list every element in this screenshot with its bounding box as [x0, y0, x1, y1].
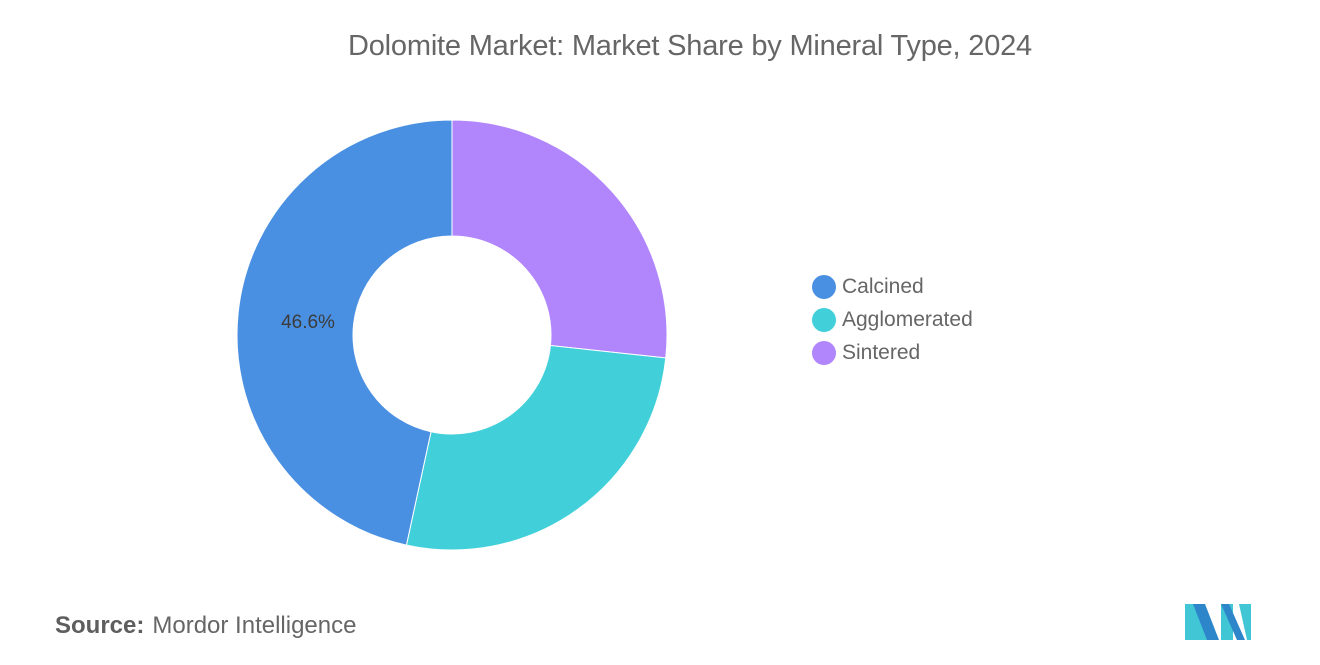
donut-slice-sintered[interactable] — [451, 119, 668, 359]
legend-item-calcined[interactable]: Calcined — [812, 270, 973, 303]
legend: Calcined Agglomerated Sintered — [812, 270, 973, 369]
source-label: Source: — [55, 612, 145, 639]
legend-item-agglomerated[interactable]: Agglomerated — [812, 303, 973, 336]
source-value: Mordor Intelligence — [152, 612, 357, 639]
donut-slice-agglomerated[interactable] — [405, 345, 667, 551]
legend-dot-sintered-icon — [812, 340, 836, 365]
donut-slices — [236, 119, 668, 551]
mordor-intelligence-logo-icon — [1185, 604, 1251, 640]
donut-slice-calcined[interactable] — [236, 119, 453, 546]
legend-item-sintered[interactable]: Sintered — [812, 336, 973, 369]
slice-label-calcined: 46.6% — [281, 312, 335, 333]
chart-title: Dolomite Market: Market Share by Mineral… — [348, 30, 1032, 62]
source-note: Source: Mordor Intelligence — [55, 612, 356, 640]
legend-dot-agglomerated-icon — [812, 307, 836, 332]
legend-dot-calcined-icon — [812, 274, 836, 299]
